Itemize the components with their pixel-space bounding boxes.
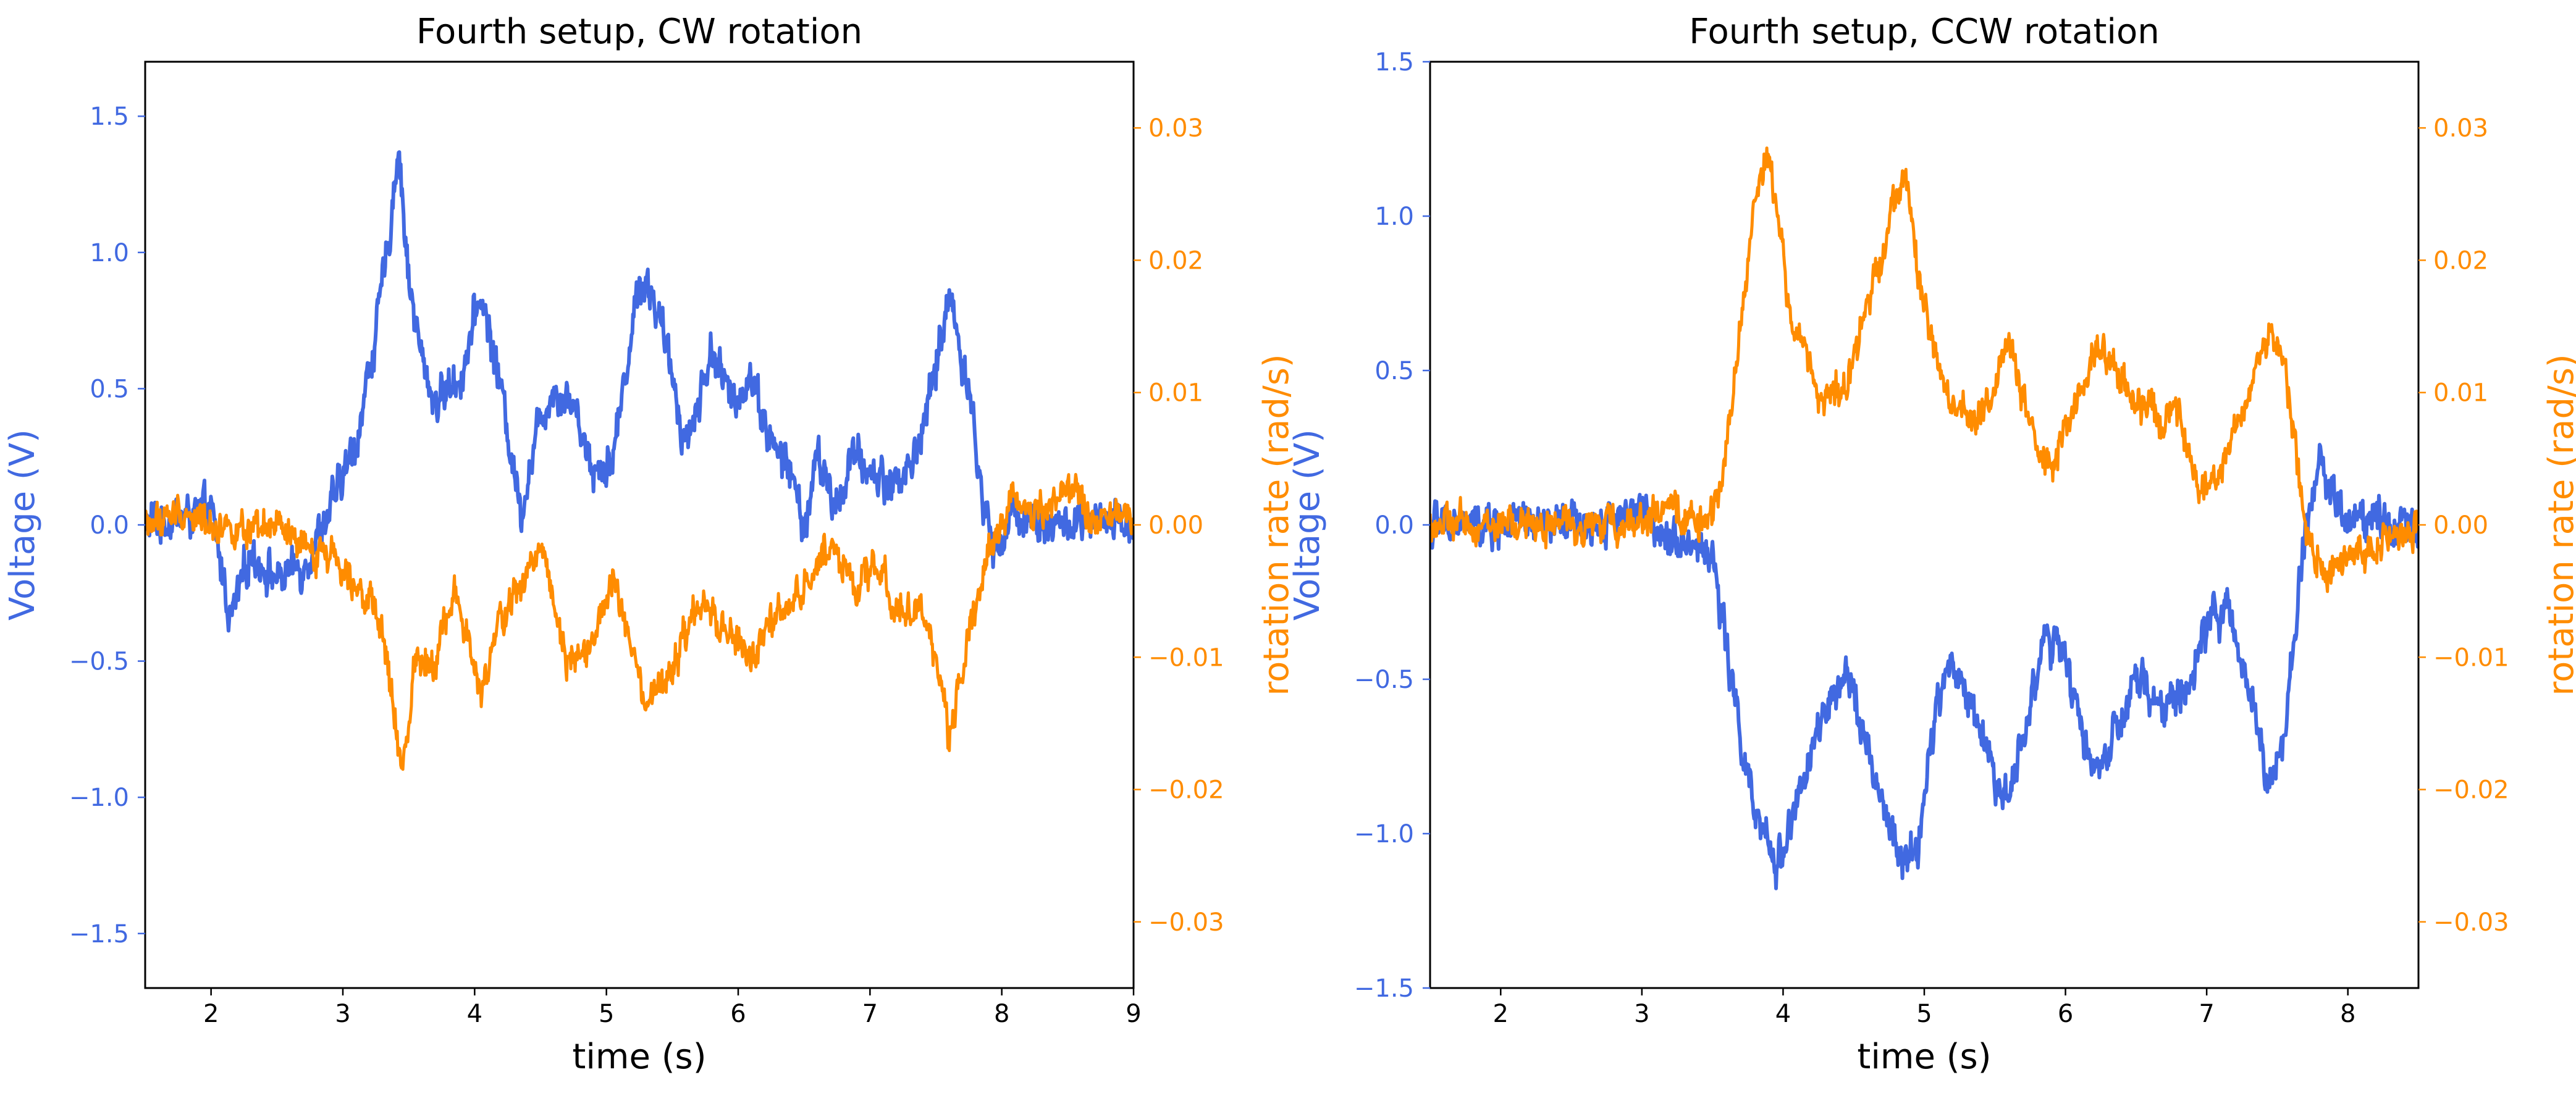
x-axis-label: time (s) <box>1857 1037 1991 1077</box>
x-tick-label: 8 <box>994 1000 1009 1028</box>
y-right-tick-label: −0.01 <box>2433 643 2509 672</box>
y-left-tick-label: 1.0 <box>90 239 129 267</box>
y-left-tick-label: −0.5 <box>1354 666 1414 694</box>
x-tick-label: 6 <box>730 1000 746 1028</box>
x-tick-label: 4 <box>467 1000 482 1028</box>
x-tick-label: 6 <box>2058 1000 2073 1028</box>
voltage-series-line <box>145 150 1134 633</box>
x-axis-label: time (s) <box>572 1037 706 1077</box>
y-left-tick-label: −1.5 <box>69 920 129 949</box>
x-tick-label: 2 <box>203 1000 219 1028</box>
y-right-tick-label: 0.02 <box>1148 246 1203 275</box>
y-left-tick-label: 1.0 <box>1374 203 1414 231</box>
rotation-rate-series-line <box>1430 146 2418 593</box>
x-tick-label: 5 <box>599 1000 614 1028</box>
chart-title: Fourth setup, CCW rotation <box>1689 12 2159 52</box>
y-left-tick-label: −1.5 <box>1354 974 1414 1003</box>
y-right-tick-label: −0.03 <box>1148 908 1224 937</box>
cw-rotation-panel: 2 3 4 5 6 7 8 9 −1.5 −1.0 −0.5 0.0 0.5 1.0 1.5 −0.03 −0.… <box>2 12 1297 1077</box>
y-left-axis-label: Voltage (V) <box>1287 429 1328 621</box>
y-right-tick-label: 0.00 <box>2433 511 2488 540</box>
y-right-axis-label: rotation rate (rad/s) <box>1256 354 1297 696</box>
chart-title: Fourth setup, CW rotation <box>416 12 862 52</box>
rotation-rate-series-line <box>145 472 1134 771</box>
y-right-tick-label: −0.02 <box>1148 776 1224 805</box>
y-right-tick-label: 0.01 <box>2433 379 2488 408</box>
y-right-tick-label: 0.02 <box>2433 246 2488 275</box>
x-tick-label: 3 <box>335 1000 350 1028</box>
y-right-axis-label: rotation rate (rad/s) <box>2541 354 2576 696</box>
y-left-tick-label: 1.5 <box>90 103 129 131</box>
y-right-tick-label: 0.03 <box>1148 114 1203 143</box>
x-tick-label: 7 <box>2199 1000 2214 1028</box>
y-left-tick-label: 0.5 <box>90 375 129 403</box>
y-right-tick-label: −0.03 <box>2433 908 2509 937</box>
x-tick-label: 3 <box>1634 1000 1649 1028</box>
x-tick-label: 4 <box>1775 1000 1791 1028</box>
y-right-tick-label: −0.01 <box>1148 643 1224 672</box>
x-tick-label: 5 <box>1916 1000 1932 1028</box>
y-left-tick-label: 0.5 <box>1374 357 1414 385</box>
x-tick-label: 7 <box>862 1000 878 1028</box>
y-left-tick-label: −1.0 <box>69 784 129 812</box>
y-right-tick-label: 0.03 <box>2433 114 2488 143</box>
x-tick-label: 9 <box>1126 1000 1141 1028</box>
y-right-tick-label: −0.02 <box>2433 776 2509 805</box>
y-left-axis-label: Voltage (V) <box>2 429 43 621</box>
y-left-tick-label: 1.5 <box>1374 48 1414 77</box>
voltage-series-line <box>1430 443 2418 890</box>
y-right-tick-label: 0.01 <box>1148 379 1203 408</box>
ccw-rotation-panel: 2 3 4 5 6 7 8 −1.5 −1.0 −0.5 0.0 0.5 1.0 1.5 −0.03 −0.0… <box>1287 12 2576 1077</box>
x-tick-label: 8 <box>2340 1000 2355 1028</box>
y-left-tick-label: −1.0 <box>1354 820 1414 848</box>
y-left-tick-label: −0.5 <box>69 648 129 676</box>
plot-frame <box>144 61 1135 989</box>
y-right-tick-label: 0.00 <box>1148 511 1203 540</box>
y-left-tick-label: 0.0 <box>90 511 129 540</box>
x-tick-label: 2 <box>1493 1000 1509 1028</box>
y-left-tick-label: 0.0 <box>1374 511 1414 540</box>
